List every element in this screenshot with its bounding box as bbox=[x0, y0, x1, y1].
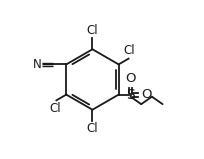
Text: O: O bbox=[125, 72, 136, 85]
Text: Cl: Cl bbox=[87, 122, 98, 135]
Text: O: O bbox=[141, 88, 152, 101]
Text: Cl: Cl bbox=[87, 24, 98, 37]
Text: Cl: Cl bbox=[123, 44, 135, 57]
Text: Cl: Cl bbox=[50, 102, 61, 115]
Text: S: S bbox=[126, 88, 135, 102]
Text: N: N bbox=[33, 58, 42, 71]
